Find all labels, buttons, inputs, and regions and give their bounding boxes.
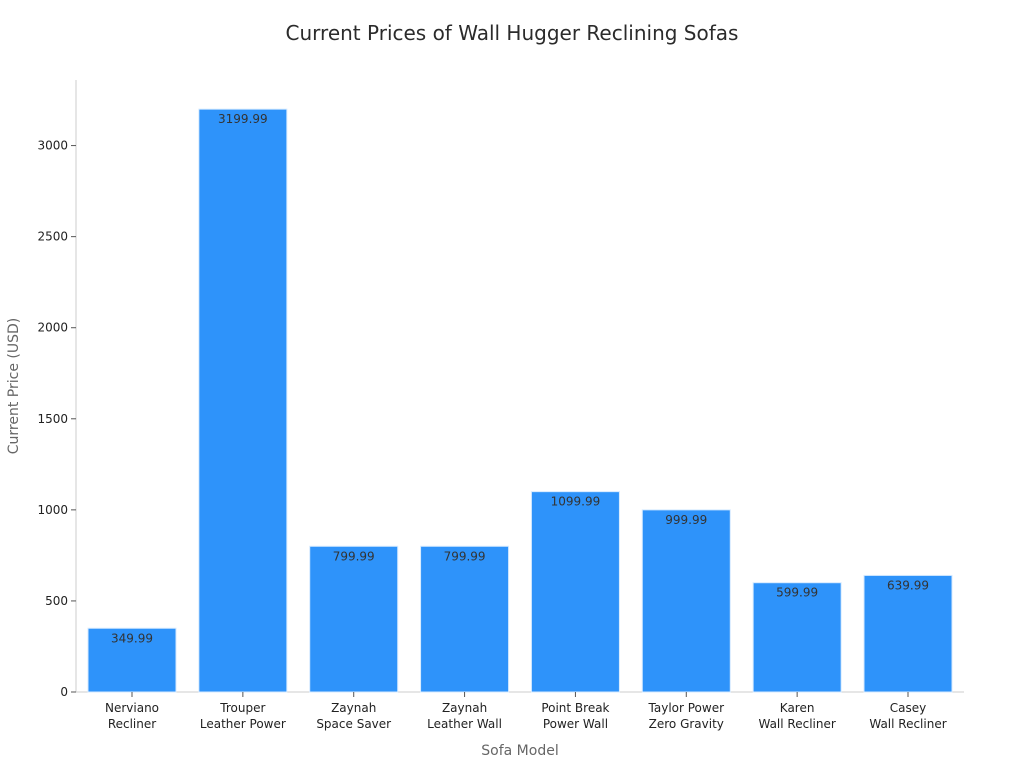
data-label: 639.99 bbox=[887, 578, 929, 592]
data-labels: 349.99 3199.99 799.99 799.99 1099.99 999.99 59… bbox=[111, 112, 929, 645]
x-tick-label-line: Karen bbox=[780, 701, 815, 715]
data-label: 1099.99 bbox=[551, 495, 601, 509]
y-axis-ticks: 0 500 1000 1500 2000 2500 3000 bbox=[37, 139, 76, 699]
y-tick-label: 2000 bbox=[37, 321, 68, 335]
x-tick-label-line: Zaynah bbox=[331, 701, 376, 715]
data-label: 3199.99 bbox=[218, 112, 268, 126]
y-tick-label: 1500 bbox=[37, 412, 68, 426]
y-axis-label: Current Price (USD) bbox=[6, 318, 22, 454]
x-tick-label: Karen Wall Recliner bbox=[758, 701, 835, 731]
x-tick-label: Taylor Power Zero Gravity bbox=[648, 701, 725, 731]
x-tick-label-line: Zaynah bbox=[442, 701, 487, 715]
x-tick-label-line: Trouper bbox=[219, 701, 265, 715]
x-tick-label-line: Casey bbox=[890, 701, 926, 715]
x-tick-label: Zaynah Leather Wall bbox=[427, 701, 502, 731]
bars bbox=[87, 108, 953, 693]
x-axis-label: Sofa Model bbox=[481, 743, 558, 759]
data-label: 799.99 bbox=[333, 549, 375, 563]
x-tick-label-line: Recliner bbox=[108, 717, 156, 731]
x-tick-label-line: Nerviano bbox=[105, 701, 159, 715]
x-tick-label-line: Leather Wall bbox=[427, 717, 502, 731]
y-tick-label: 1000 bbox=[37, 503, 68, 517]
x-tick-label-line: Wall Recliner bbox=[869, 717, 946, 731]
y-tick-label: 0 bbox=[60, 685, 68, 699]
bar bbox=[641, 509, 731, 693]
y-tick-label: 3000 bbox=[37, 139, 68, 153]
bar bbox=[863, 574, 953, 693]
bar bbox=[87, 627, 177, 693]
x-tick-label: Nerviano Recliner bbox=[105, 701, 159, 731]
x-axis-ticks: Nerviano Recliner Trouper Leather Power Zayn… bbox=[105, 692, 947, 731]
x-tick-label-line: Zero Gravity bbox=[649, 717, 724, 731]
x-tick-label-line: Power Wall bbox=[543, 717, 608, 731]
bar bbox=[198, 108, 288, 693]
x-tick-label: Zaynah Space Saver bbox=[316, 701, 391, 731]
x-tick-label-line: Leather Power bbox=[200, 717, 286, 731]
data-label: 599.99 bbox=[776, 586, 818, 600]
x-tick-label: Point Break Power Wall bbox=[541, 701, 609, 731]
bar bbox=[309, 545, 399, 693]
x-tick-label-line: Wall Recliner bbox=[758, 717, 835, 731]
data-label: 999.99 bbox=[665, 513, 707, 527]
data-label: 349.99 bbox=[111, 631, 153, 645]
y-tick-label: 2500 bbox=[37, 230, 68, 244]
x-tick-label-line: Taylor Power bbox=[648, 701, 725, 715]
x-tick-label-line: Space Saver bbox=[316, 717, 391, 731]
bar bbox=[530, 491, 620, 693]
x-tick-label-line: Point Break bbox=[541, 701, 609, 715]
x-tick-label: Trouper Leather Power bbox=[200, 701, 286, 731]
bar bbox=[420, 545, 510, 693]
y-tick-label: 500 bbox=[45, 594, 68, 608]
chart-title: Current Prices of Wall Hugger Reclining … bbox=[286, 21, 739, 45]
x-tick-label: Casey Wall Recliner bbox=[869, 701, 946, 731]
data-label: 799.99 bbox=[444, 549, 486, 563]
